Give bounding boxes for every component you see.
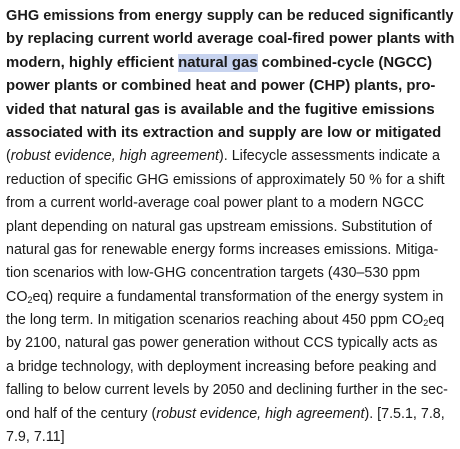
body-line-11: natural gas for renewable energy forms i…: [6, 241, 439, 258]
summary-line-6: associated with its extraction and suppl…: [6, 124, 442, 141]
body-line-13: CO2eq) require a fundamental transformat…: [6, 286, 456, 309]
body-line-9: from a current world-average coal power …: [6, 195, 424, 212]
body-line-7-open: (: [6, 148, 11, 165]
summary-line-4: power plants or combined heat and power …: [6, 78, 436, 95]
body-line-18-post: ). [7.5.1, 7.8,: [364, 405, 445, 422]
co2-label: CO: [6, 288, 28, 305]
document-paragraph: GHG emissions from energy supply can be …: [6, 5, 456, 449]
body-line-14-text: the long term. In mitigation scenarios r…: [6, 312, 424, 329]
summary-line-3: modern, highly efficient natural gas com…: [6, 52, 456, 75]
body-line-8: reduction of specific GHG emissions of a…: [6, 171, 445, 188]
co2-subscript-2: 2: [423, 318, 429, 329]
body-line-14: the long term. In mitigation scenarios r…: [6, 309, 456, 332]
highlighted-term: natural gas: [178, 53, 258, 72]
confidence-note: robust evidence, high agreement: [10, 148, 219, 165]
body-line-10: plant depending on natural gas upstream …: [6, 218, 432, 235]
body-line-18: ond half of the century (robust evidence…: [6, 403, 456, 426]
body-line-13-rest: eq) require a fundamental transformation…: [32, 288, 444, 305]
summary-line-2: by replacing current world average coal-…: [6, 31, 455, 48]
body-line-12: tion scenarios with low-GHG concentratio…: [6, 265, 421, 282]
summary-line-1: GHG emissions from energy supply can be …: [6, 8, 454, 24]
body-line-18-pre: ond half of the century (: [6, 405, 157, 422]
body-line-7: (robust evidence, high agreement). Lifec…: [6, 145, 456, 168]
summary-line-3-pre: modern, highly efficient: [6, 54, 179, 71]
summary-line-5: vided that natural gas is available and …: [6, 101, 435, 118]
body-line-14-end: eq: [428, 312, 445, 329]
confidence-note-2: robust evidence, high agreement: [156, 405, 365, 422]
section-references: 7.9, 7.11]: [6, 429, 65, 446]
summary-line-3-post: combined-cycle (NGCC): [257, 54, 433, 71]
body-line-15: by 2100, natural gas power generation wi…: [6, 335, 438, 352]
body-line-7-rest: ). Lifecycle assessments indicate a: [219, 148, 440, 165]
body-line-17: falling to below current levels by 2050 …: [6, 382, 448, 399]
body-line-16: a bridge technology, with deployment inc…: [6, 358, 437, 375]
co2-subscript: 2: [27, 294, 33, 305]
